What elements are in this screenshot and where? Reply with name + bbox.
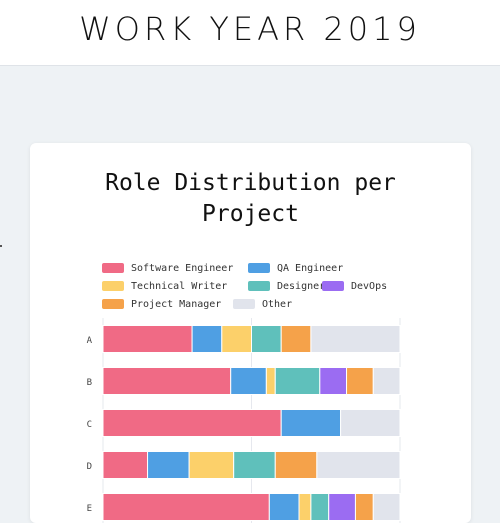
legend-swatch-qa-engineer <box>248 263 270 273</box>
y-tick-label-e: E <box>87 504 92 514</box>
legend-label-designer: Designer <box>277 280 326 292</box>
y-tick-label-a: A <box>87 336 93 346</box>
app-header: WORK YEAR 2019 <box>0 0 500 66</box>
bar-b-qa-engineer <box>230 367 267 395</box>
legend-item-devops[interactable]: DevOps <box>322 279 387 293</box>
bar-e-technical-writer <box>298 493 312 521</box>
bar-c-other <box>340 409 401 437</box>
bar-a-software-engineer <box>102 325 193 353</box>
y-tick-label-b: B <box>87 378 92 388</box>
bar-a-project-manager <box>280 325 312 353</box>
legend-label-software-engineer: Software Engineer <box>131 262 234 274</box>
bar-e-devops <box>328 493 356 521</box>
bar-e-designer <box>310 493 330 521</box>
legend-item-designer[interactable]: Designer <box>248 279 325 293</box>
bar-d-project-manager <box>274 451 318 479</box>
chart-card: Role Distribution per Project Software E… <box>30 143 471 523</box>
legend-item-other[interactable]: Other <box>233 297 292 311</box>
bar-b-technical-writer <box>265 367 276 395</box>
legend-swatch-devops <box>322 281 344 291</box>
legend-label-devops: DevOps <box>351 280 388 292</box>
bar-d-designer <box>233 451 276 479</box>
bar-b-devops <box>319 367 348 395</box>
chart-title-line-1: Role Distribution per <box>105 170 396 196</box>
legend-label-other: Other <box>262 298 293 310</box>
legend-item-software-engineer[interactable]: Software Engineer <box>102 261 233 275</box>
chart-title: Role Distribution per Project <box>30 168 471 230</box>
page-title: WORK YEAR 2019 <box>79 10 421 48</box>
y-tick-label-c: C <box>87 420 92 430</box>
bar-b-other <box>372 367 401 395</box>
bar-a-designer <box>251 325 282 353</box>
legend-item-technical-writer[interactable]: Technical Writer <box>102 279 227 293</box>
bar-a-qa-engineer <box>191 325 223 353</box>
bar-e-qa-engineer <box>268 493 300 521</box>
bar-e-software-engineer <box>102 493 270 521</box>
bar-b-software-engineer <box>102 367 232 395</box>
legend-item-qa-engineer[interactable]: QA Engineer <box>248 261 343 275</box>
chart-title-line-2: Project <box>202 201 299 227</box>
legend-swatch-software-engineer <box>102 263 124 273</box>
y-tick-label-d: D <box>87 462 92 472</box>
legend-swatch-other <box>233 299 255 309</box>
bar-a-technical-writer <box>221 325 253 353</box>
legend-swatch-technical-writer <box>102 281 124 291</box>
bar-a-other <box>310 325 401 353</box>
bar-d-other <box>316 451 401 479</box>
bar-d-qa-engineer <box>147 451 190 479</box>
bar-e-project-manager <box>354 493 374 521</box>
bar-c-qa-engineer <box>280 409 342 437</box>
legend-label-qa-engineer: QA Engineer <box>277 262 344 274</box>
bar-b-designer <box>274 367 321 395</box>
legend-label-project-manager: Project Manager <box>131 298 222 310</box>
bar-c-software-engineer <box>102 409 282 437</box>
bar-b-project-manager <box>346 367 374 395</box>
legend-item-project-manager[interactable]: Project Manager <box>102 297 221 311</box>
legend-label-technical-writer: Technical Writer <box>131 280 228 292</box>
bar-e-other <box>372 493 401 521</box>
side-marker <box>0 245 2 247</box>
bar-d-software-engineer <box>102 451 149 479</box>
legend-swatch-designer <box>248 281 270 291</box>
legend-swatch-project-manager <box>102 299 124 309</box>
bar-d-technical-writer <box>188 451 235 479</box>
chart-plot: A B C D E <box>87 318 401 523</box>
